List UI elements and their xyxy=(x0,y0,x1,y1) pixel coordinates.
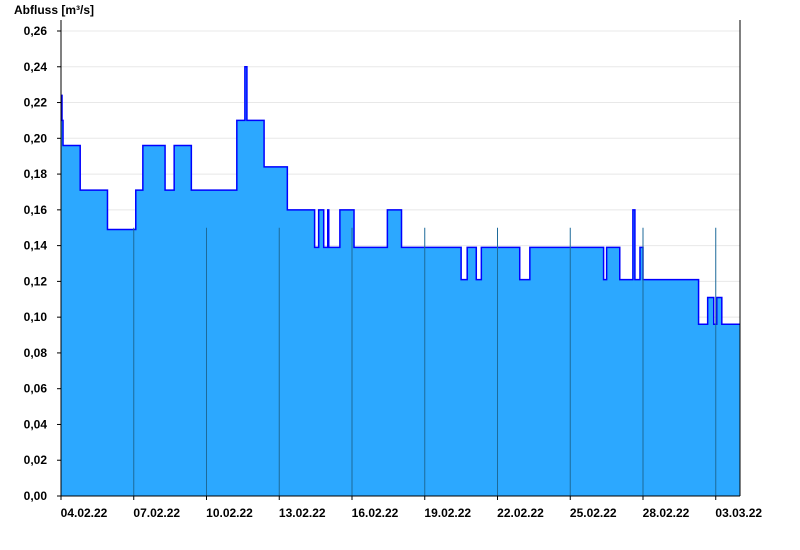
y-tick-label: 0,06 xyxy=(24,382,48,396)
y-tick-label: 0,26 xyxy=(24,24,48,38)
x-tick-label: 07.02.22 xyxy=(133,506,180,520)
y-tick-label: 0,10 xyxy=(24,310,48,324)
x-tick-label: 04.02.22 xyxy=(61,506,108,520)
y-tick-label: 0,14 xyxy=(24,239,48,253)
x-tick-label: 10.02.22 xyxy=(206,506,253,520)
y-tick-label: 0,16 xyxy=(24,203,48,217)
x-tick-label: 19.02.22 xyxy=(424,506,471,520)
x-tick-label: 16.02.22 xyxy=(352,506,399,520)
discharge-area xyxy=(61,66,740,497)
x-tick-label: 13.02.22 xyxy=(279,506,326,520)
y-tick-label: 0,18 xyxy=(24,167,48,181)
x-tick-label: 28.02.22 xyxy=(643,506,690,520)
discharge-line xyxy=(61,66,740,326)
y-axis-label: Abfluss [m³/s] xyxy=(14,3,94,17)
y-tick-label: 0,24 xyxy=(24,60,48,74)
y-tick-label: 0,04 xyxy=(24,417,48,431)
y-tick-label: 0,20 xyxy=(24,131,48,145)
y-tick-label: 0,00 xyxy=(24,489,48,503)
y-tick-label: 0,12 xyxy=(24,274,48,288)
y-tick-label: 0,02 xyxy=(24,453,48,467)
x-tick-label: 03.03.22 xyxy=(715,506,762,520)
x-tick-label: 25.02.22 xyxy=(570,506,617,520)
y-tick-label: 0,08 xyxy=(24,346,48,360)
y-tick-label: 0,22 xyxy=(24,96,48,110)
x-tick-label: 22.02.22 xyxy=(497,506,544,520)
